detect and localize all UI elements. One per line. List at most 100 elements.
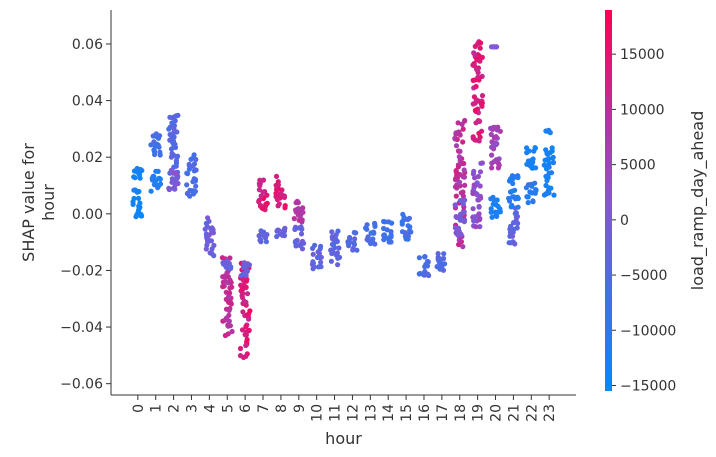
colorbar-tick-label: 10000 — [620, 102, 665, 118]
data-point — [459, 121, 465, 127]
data-point — [312, 242, 318, 248]
colorbar-label: load_ramp_day_ahead — [688, 111, 708, 291]
data-point — [298, 231, 305, 237]
data-point — [275, 227, 282, 233]
data-point — [276, 186, 282, 192]
colorbar-tick-label: −15000 — [620, 378, 676, 394]
data-point — [470, 190, 476, 197]
data-point — [240, 265, 247, 271]
data-point — [530, 199, 536, 205]
data-point — [456, 179, 463, 185]
data-point — [529, 165, 535, 171]
y-tick-label: 0.00 — [72, 207, 103, 223]
data-point — [460, 244, 466, 250]
data-point — [229, 328, 235, 335]
data-point — [292, 239, 298, 245]
data-point — [489, 160, 495, 166]
x-axis-title: hour — [325, 429, 362, 448]
data-point — [476, 197, 482, 203]
data-point — [510, 180, 516, 187]
data-point — [208, 230, 214, 236]
data-point — [227, 277, 233, 283]
data-point — [260, 206, 266, 212]
data-point — [476, 211, 482, 217]
data-point — [455, 120, 461, 126]
x-tick-label: 8 — [274, 404, 290, 413]
scatter-points — [130, 39, 557, 360]
y-tick-label: −0.04 — [60, 320, 103, 336]
data-point — [512, 196, 519, 202]
data-point — [437, 266, 443, 272]
x-tick-label: 9 — [292, 404, 308, 413]
data-point — [488, 131, 494, 138]
data-point — [237, 353, 244, 359]
data-point — [209, 246, 215, 252]
data-point — [401, 214, 407, 220]
data-point — [472, 214, 478, 220]
data-point — [169, 134, 175, 140]
data-point — [452, 184, 459, 190]
data-point — [492, 124, 498, 130]
data-point — [388, 239, 394, 245]
y-axis-title-line: SHAP value for — [19, 143, 38, 262]
data-point — [132, 175, 138, 181]
data-point — [493, 134, 499, 140]
x-tick-label: 12 — [345, 404, 361, 422]
data-point — [135, 195, 142, 201]
x-tick-label: 15 — [399, 404, 415, 422]
data-point — [435, 257, 441, 263]
data-point — [205, 238, 211, 244]
x-tick-label: 14 — [381, 404, 397, 422]
data-point — [295, 206, 301, 212]
x-tick-label: 0 — [131, 404, 147, 413]
data-point — [493, 157, 499, 163]
data-point — [191, 152, 197, 158]
data-point — [523, 185, 530, 191]
data-point — [190, 179, 196, 185]
data-point — [173, 170, 179, 177]
x-tick-label: 2 — [167, 404, 183, 413]
data-point — [316, 250, 322, 256]
data-point — [260, 177, 267, 183]
y-tick-label: −0.02 — [60, 263, 103, 279]
data-point — [368, 230, 374, 236]
data-point — [470, 171, 476, 177]
data-point — [407, 224, 413, 230]
data-point — [495, 160, 502, 167]
x-tick-label: 17 — [435, 404, 451, 422]
data-point — [262, 235, 269, 241]
data-point — [549, 145, 555, 151]
data-point — [347, 234, 353, 241]
data-point — [153, 178, 159, 184]
data-point — [157, 152, 163, 158]
data-point — [455, 129, 461, 135]
data-point — [544, 157, 550, 163]
data-point — [243, 269, 249, 275]
data-point — [506, 198, 513, 204]
data-point — [470, 206, 476, 212]
data-point — [455, 164, 461, 170]
data-point — [454, 174, 460, 180]
data-point — [532, 145, 539, 151]
data-point — [299, 246, 306, 252]
data-point — [416, 271, 422, 277]
data-point — [193, 183, 199, 189]
data-point — [473, 83, 479, 90]
data-point — [364, 236, 370, 243]
data-point — [172, 176, 179, 182]
y-axis-title: SHAP value forhour — [19, 143, 58, 262]
data-point — [166, 185, 172, 191]
data-point — [525, 158, 532, 164]
y-tick-label: 0.04 — [72, 94, 103, 110]
data-point — [246, 327, 252, 333]
data-point — [296, 217, 302, 223]
data-point — [298, 225, 304, 231]
data-point — [460, 189, 466, 195]
x-tick-label: 20 — [489, 404, 505, 422]
colorbar-strip — [605, 10, 612, 391]
data-point — [291, 216, 297, 222]
data-point — [456, 237, 462, 243]
x-tick-label: 5 — [220, 404, 236, 413]
colorbar: −15000 −10000 −5000 0 5000 10000 15000 load_ram… — [605, 10, 708, 394]
data-point — [244, 351, 250, 357]
